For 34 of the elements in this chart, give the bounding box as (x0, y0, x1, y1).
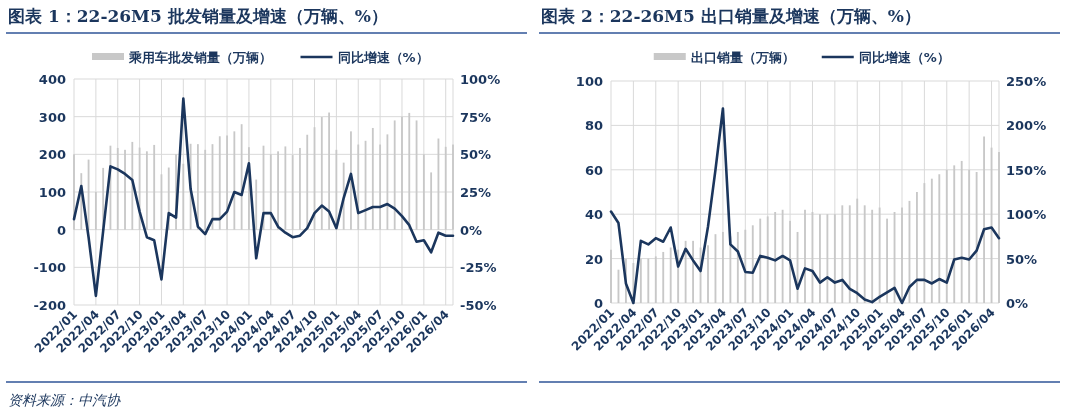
y2-tick-label: 50% (460, 147, 492, 163)
y-tick-label: -100 (33, 260, 66, 276)
legend-label: 出口销量（万辆） (690, 50, 795, 65)
y-tick-label: 200 (38, 147, 66, 163)
y2-tick-label: 75% (460, 109, 492, 125)
legend-label: 同比增速（%） (337, 50, 429, 65)
chart-title: 图表 2：22-26M5 出口销量及增速（万辆、%） (541, 6, 921, 26)
line-series (72, 97, 455, 298)
chart-title: 图表 1：22-26M5 批发销量及增速（万辆、%） (8, 6, 388, 26)
y-tick-label: 20 (584, 251, 603, 267)
legend-label: 同比增速（%） (858, 50, 950, 65)
y-tick-label: 300 (38, 109, 66, 125)
y2-tick-label: 0% (460, 222, 483, 238)
y2-tick-label: 150% (1006, 162, 1047, 178)
y2-tick-label: 250% (1006, 74, 1047, 89)
y-tick-label: 100 (575, 74, 603, 89)
y-tick-label: -200 (33, 298, 66, 313)
y-tick-label: 0 (56, 222, 66, 238)
y2-tick-label: 0% (1006, 296, 1029, 311)
y2-tick-label: -50% (460, 298, 497, 313)
y2-tick-label: -25% (460, 260, 497, 276)
y2-tick-label: 50% (1006, 251, 1038, 267)
y-tick-label: 60 (584, 162, 603, 178)
y2-tick-label: 25% (460, 185, 492, 200)
text: 资料来源：中汽协 (8, 392, 121, 408)
legend-label: 乘用车批发销量（万辆） (128, 50, 272, 65)
y-tick-label: 400 (38, 72, 66, 87)
y-tick-label: 0 (593, 296, 603, 311)
y2-tick-label: 100% (460, 72, 501, 87)
y2-tick-label: 200% (1006, 118, 1047, 134)
y-tick-label: 100 (38, 185, 66, 200)
y2-tick-label: 100% (1006, 207, 1047, 223)
y-tick-label: 80 (584, 118, 603, 134)
y-tick-label: 40 (584, 207, 603, 223)
